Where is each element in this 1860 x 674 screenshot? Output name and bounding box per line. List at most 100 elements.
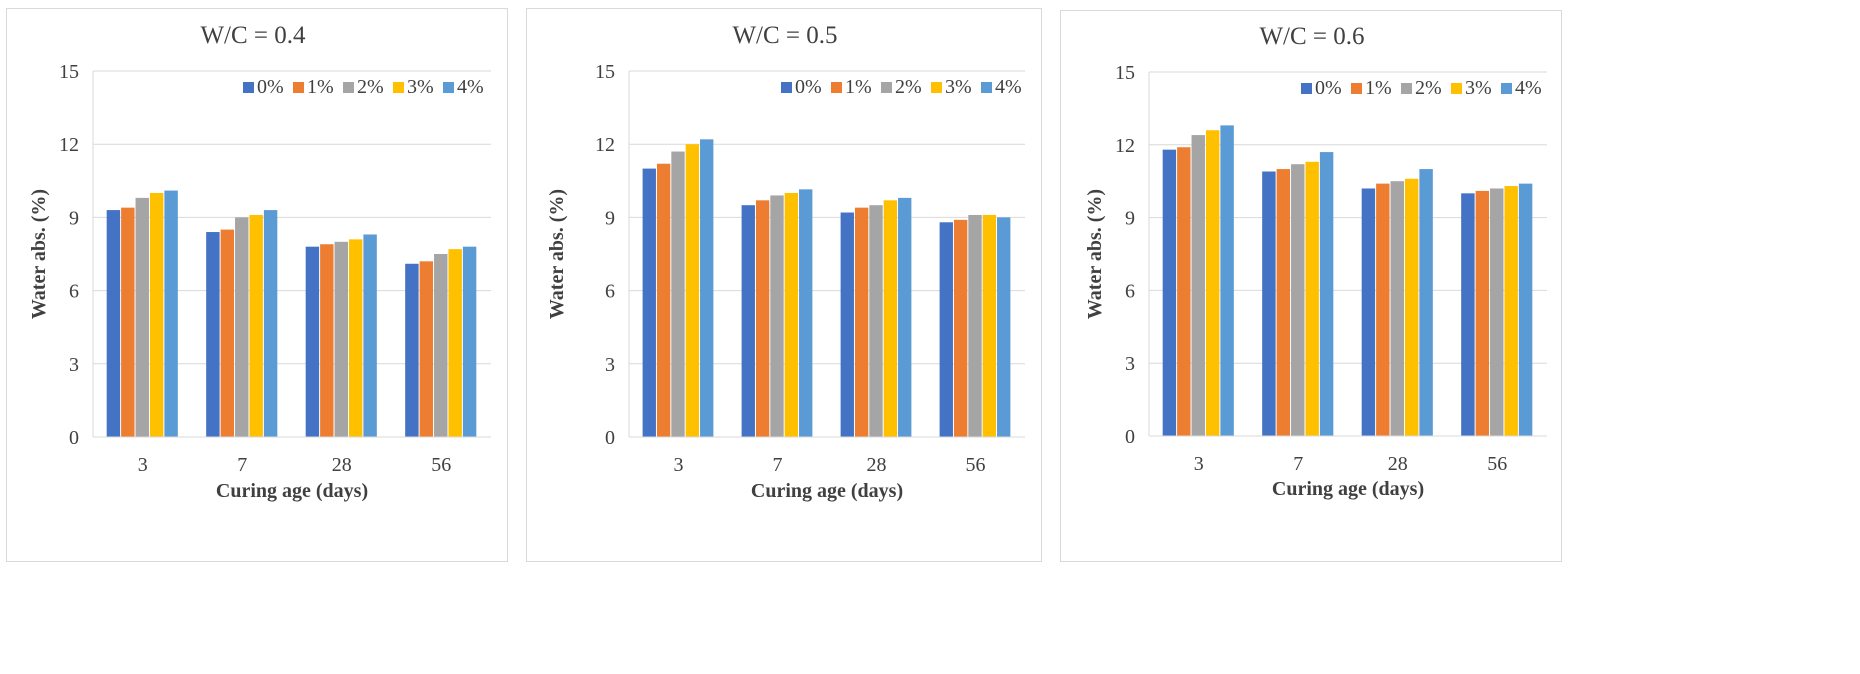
bar-56d-2pct bbox=[1490, 188, 1504, 436]
x-tick-label: 7 bbox=[1293, 453, 1303, 475]
y-tick-label: 3 bbox=[605, 354, 615, 376]
y-tick-label: 15 bbox=[595, 61, 615, 83]
bar-7d-0pct bbox=[206, 232, 220, 437]
legend-label: 2% bbox=[895, 76, 922, 98]
legend-swatch bbox=[981, 82, 992, 93]
x-tick-label: 56 bbox=[966, 454, 986, 476]
bar-28d-3pct bbox=[883, 200, 898, 437]
bar-56d-0pct bbox=[939, 222, 953, 437]
bar-3d-1pct bbox=[656, 163, 671, 437]
y-tick-label: 15 bbox=[59, 61, 79, 83]
legend-swatch bbox=[443, 82, 454, 93]
legend-label: 0% bbox=[257, 76, 284, 98]
legend-label: 3% bbox=[1465, 77, 1492, 99]
bar-3d-2pct bbox=[671, 151, 685, 437]
chart-panel-wc-0.6: 0 3 6 9 12 15 W/C = 0.6 3 7 28 56 Curing age (days)… bbox=[1060, 10, 1562, 562]
bar-7d-1pct bbox=[755, 200, 770, 437]
chart-title: W/C = 0.5 bbox=[732, 22, 837, 49]
bar-7d-4pct bbox=[263, 210, 278, 437]
bar-3d-1pct bbox=[121, 207, 135, 437]
x-tick-label: 28 bbox=[1388, 453, 1408, 475]
x-tick-label: 56 bbox=[1487, 453, 1507, 475]
bar-7d-1pct bbox=[220, 229, 235, 437]
bar-7d-2pct bbox=[770, 195, 784, 437]
bar-56d-0pct bbox=[1461, 193, 1475, 436]
legend-label: 2% bbox=[1415, 77, 1442, 99]
bar-3d-3pct bbox=[149, 193, 164, 437]
bar-7d-2pct bbox=[1291, 164, 1305, 436]
bar-7d-0pct bbox=[1262, 171, 1276, 437]
y-tick-label: 12 bbox=[595, 134, 615, 156]
x-tick-label: 7 bbox=[237, 454, 247, 476]
bar-28d-1pct bbox=[854, 207, 869, 437]
chart-panel-wc-0.5: 0 3 6 9 12 15 W/C = 0.5 3 7 28 56 Curing age (days)… bbox=[526, 8, 1042, 562]
legend-swatch bbox=[931, 82, 942, 93]
x-axis-title: Curing age (days) bbox=[216, 480, 368, 502]
chart-title: W/C = 0.4 bbox=[200, 22, 306, 49]
bar-56d-4pct bbox=[462, 246, 477, 437]
bar-28d-0pct bbox=[840, 212, 854, 437]
y-tick-label: 6 bbox=[605, 281, 615, 303]
bar-28d-3pct bbox=[348, 239, 363, 437]
bar-28d-3pct bbox=[1404, 178, 1419, 436]
bar-7d-3pct bbox=[784, 193, 799, 437]
bar-28d-4pct bbox=[898, 197, 912, 437]
chart-title: W/C = 0.6 bbox=[1259, 23, 1364, 50]
y-tick-label: 9 bbox=[1125, 208, 1135, 230]
legend-swatch bbox=[393, 82, 404, 93]
y-tick-label: 15 bbox=[1115, 62, 1135, 84]
x-tick-label: 3 bbox=[138, 454, 148, 476]
bar-56d-2pct bbox=[434, 254, 448, 437]
x-tick-label: 3 bbox=[674, 454, 684, 476]
y-tick-label: 12 bbox=[59, 134, 79, 156]
y-tick-label: 9 bbox=[69, 207, 79, 229]
bar-7d-2pct bbox=[235, 217, 249, 437]
bar-7d-1pct bbox=[1276, 169, 1291, 436]
bar-3d-3pct bbox=[685, 144, 700, 437]
legend-label: 4% bbox=[995, 76, 1022, 98]
bar-3d-0pct bbox=[1162, 149, 1177, 436]
x-axis-title: Curing age (days) bbox=[751, 480, 903, 502]
legend-label: 1% bbox=[1365, 77, 1392, 99]
legend-swatch bbox=[1351, 83, 1362, 94]
legend-label: 0% bbox=[795, 76, 822, 98]
chart-panel-wc-0.4: 0 3 6 9 12 15 W/C = 0.4 3 7 28 56 Curing age (days)… bbox=[6, 8, 508, 562]
y-tick-label: 0 bbox=[69, 427, 79, 449]
x-tick-label: 7 bbox=[773, 454, 783, 476]
x-tick-label: 3 bbox=[1194, 453, 1204, 475]
bar-chart-wc-0.5: 0 3 6 9 12 15 W/C = 0.5 3 7 28 56 Curing age (days)… bbox=[546, 22, 1025, 502]
legend-swatch bbox=[343, 82, 354, 93]
bar-7d-3pct bbox=[249, 214, 263, 437]
bar-7d-4pct bbox=[1319, 152, 1334, 436]
bar-3d-3pct bbox=[1205, 130, 1220, 436]
bar-56d-1pct bbox=[953, 219, 968, 437]
x-tick-label: 28 bbox=[867, 454, 887, 476]
legend-swatch bbox=[243, 82, 254, 93]
legend-swatch bbox=[781, 82, 792, 93]
bar-56d-2pct bbox=[968, 214, 982, 437]
y-axis-title: Water abs. (%) bbox=[28, 189, 50, 319]
bar-chart-wc-0.6: 0 3 6 9 12 15 W/C = 0.6 3 7 28 56 Curing age (days)… bbox=[1084, 23, 1547, 500]
bar-56d-1pct bbox=[419, 261, 434, 437]
y-tick-label: 0 bbox=[605, 427, 615, 449]
legend-label: 4% bbox=[457, 76, 484, 98]
bar-3d-2pct bbox=[135, 197, 149, 437]
bar-3d-0pct bbox=[642, 168, 656, 437]
bar-56d-4pct bbox=[997, 217, 1011, 437]
bar-28d-2pct bbox=[869, 205, 883, 437]
bar-56d-3pct bbox=[982, 214, 997, 437]
bar-56d-3pct bbox=[448, 249, 462, 437]
legend-swatch bbox=[1501, 83, 1512, 94]
bar-28d-0pct bbox=[1361, 188, 1376, 436]
y-tick-label: 0 bbox=[1125, 426, 1135, 448]
bar-7d-0pct bbox=[741, 205, 755, 437]
bar-28d-2pct bbox=[1390, 181, 1404, 436]
bar-56d-0pct bbox=[405, 263, 419, 437]
y-axis-title: Water abs. (%) bbox=[1084, 189, 1106, 319]
y-tick-label: 6 bbox=[1125, 280, 1135, 302]
legend-swatch bbox=[293, 82, 304, 93]
y-tick-label: 9 bbox=[605, 207, 615, 229]
bar-28d-4pct bbox=[363, 234, 377, 437]
bar-28d-1pct bbox=[320, 244, 334, 437]
legend-label: 3% bbox=[407, 76, 434, 98]
